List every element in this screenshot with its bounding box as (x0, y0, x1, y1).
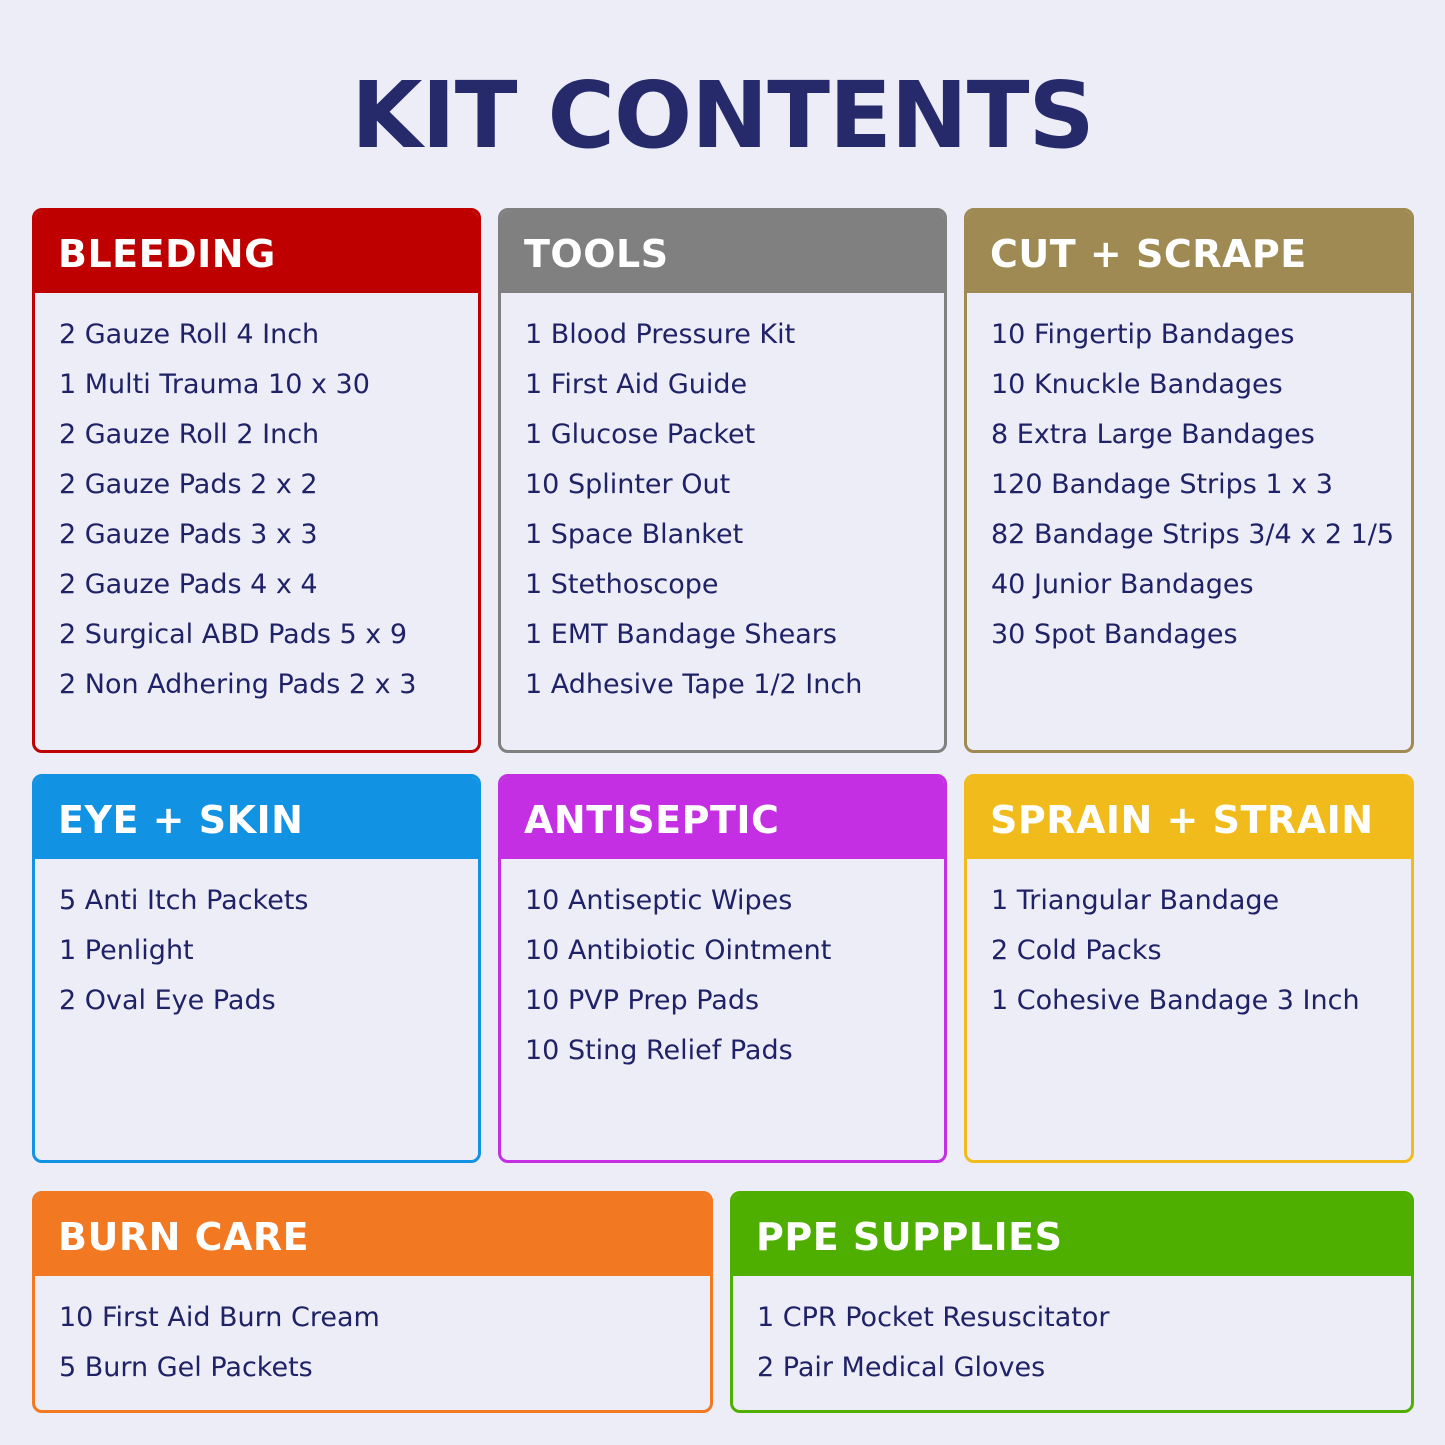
list-item: 10 Knuckle Bandages (991, 369, 1283, 400)
list-item: 2 Surgical ABD Pads 5 x 9 (59, 619, 408, 650)
list-item: 2 Cold Packs (991, 935, 1162, 966)
card-header: BURN CARE (35, 1194, 710, 1276)
item-list: 5 Anti Itch Packets 1 Penlight 2 Oval Eye … (35, 859, 478, 1031)
list-item: 2 Gauze Pads 2 x 2 (59, 469, 318, 500)
list-item: 1 Adhesive Tape 1/2 Inch (525, 669, 863, 700)
item-list: 1 Triangular Bandage 2 Cold Packs 1 Cohesi… (967, 859, 1411, 1031)
list-item: 1 Stethoscope (525, 569, 719, 600)
list-item: 10 Splinter Out (525, 469, 731, 500)
item-list: 10 Antiseptic Wipes 10 Antibiotic Ointmen… (501, 859, 944, 1081)
list-item: 2 Gauze Pads 4 x 4 (59, 569, 318, 600)
list-item: 1 Cohesive Bandage 3 Inch (991, 985, 1360, 1016)
list-item: 2 Oval Eye Pads (59, 985, 276, 1016)
list-item: 1 Blood Pressure Kit (525, 319, 796, 350)
list-item: 2 Non Adhering Pads 2 x 3 (59, 669, 417, 700)
card-header: TOOLS (501, 211, 944, 293)
card-header: PPE SUPPLIES (733, 1194, 1411, 1276)
item-list: 1 Blood Pressure Kit 1 First Aid Guide 1 G… (501, 293, 944, 715)
card-header: CUT + SCRAPE (967, 211, 1411, 293)
list-item: 2 Pair Medical Gloves (757, 1352, 1046, 1383)
list-item: 10 PVP Prep Pads (525, 985, 760, 1016)
list-item: 40 Junior Bandages (991, 569, 1254, 600)
list-item: 1 EMT Bandage Shears (525, 619, 837, 650)
card-tools: TOOLS 1 Blood Pressure Kit 1 First Aid Gui… (498, 208, 947, 753)
card-ppe-supplies: PPE SUPPLIES 1 CPR Pocket Resuscitator 2 P… (730, 1191, 1414, 1413)
list-item: 2 Gauze Roll 4 Inch (59, 319, 320, 350)
list-item: 1 First Aid Guide (525, 369, 748, 400)
list-item: 1 Multi Trauma 10 x 30 (59, 369, 370, 400)
card-bleeding: BLEEDING 2 Gauze Roll 4 Inch 1 Multi Traum… (32, 208, 481, 753)
list-item: 8 Extra Large Bandages (991, 419, 1315, 450)
list-item: 2 Gauze Pads 3 x 3 (59, 519, 318, 550)
page-title: KIT CONTENTS (351, 62, 1095, 169)
card-cut-scrape: CUT + SCRAPE 10 Fingertip Bandages 10 Knuc… (964, 208, 1414, 753)
card-eye-skin: EYE + SKIN 5 Anti Itch Packets 1 Penlight 2… (32, 774, 481, 1163)
list-item: 82 Bandage Strips 3/4 x 2 1/5 (991, 519, 1395, 550)
list-item: 10 Sting Relief Pads (525, 1035, 793, 1066)
list-item: 10 First Aid Burn Cream (59, 1302, 380, 1333)
list-item: 10 Antibiotic Ointment (525, 935, 832, 966)
list-item: 1 Penlight (59, 935, 194, 966)
item-list: 2 Gauze Roll 4 Inch 1 Multi Trauma 10 x 3… (35, 293, 478, 715)
list-item: 1 CPR Pocket Resuscitator (757, 1302, 1110, 1333)
list-item: 2 Gauze Roll 2 Inch (59, 419, 320, 450)
list-item: 30 Spot Bandages (991, 619, 1238, 650)
item-list: 10 Fingertip Bandages 10 Knuckle Bandages… (967, 293, 1411, 665)
list-item: 10 Fingertip Bandages (991, 319, 1295, 350)
item-list: 1 CPR Pocket Resuscitator 2 Pair Medical … (733, 1276, 1411, 1398)
card-burn-care: BURN CARE 10 First Aid Burn Cream 5 Burn G… (32, 1191, 713, 1413)
card-sprain-strain: SPRAIN + STRAIN 1 Triangular Bandage 2 Col… (964, 774, 1414, 1163)
list-item: 10 Antiseptic Wipes (525, 885, 793, 916)
item-list: 10 First Aid Burn Cream 5 Burn Gel Packet… (35, 1276, 710, 1398)
list-item: 1 Glucose Packet (525, 419, 756, 450)
list-item: 1 Space Blanket (525, 519, 744, 550)
list-item: 5 Burn Gel Packets (59, 1352, 313, 1383)
card-header: BLEEDING (35, 211, 478, 293)
list-item: 1 Triangular Bandage (991, 885, 1280, 916)
card-header: EYE + SKIN (35, 777, 478, 859)
card-header: SPRAIN + STRAIN (967, 777, 1411, 859)
list-item: 120 Bandage Strips 1 x 3 (991, 469, 1333, 500)
card-antiseptic: ANTISEPTIC 10 Antiseptic Wipes 10 Antibiot… (498, 774, 947, 1163)
card-header: ANTISEPTIC (501, 777, 944, 859)
list-item: 5 Anti Itch Packets (59, 885, 309, 916)
